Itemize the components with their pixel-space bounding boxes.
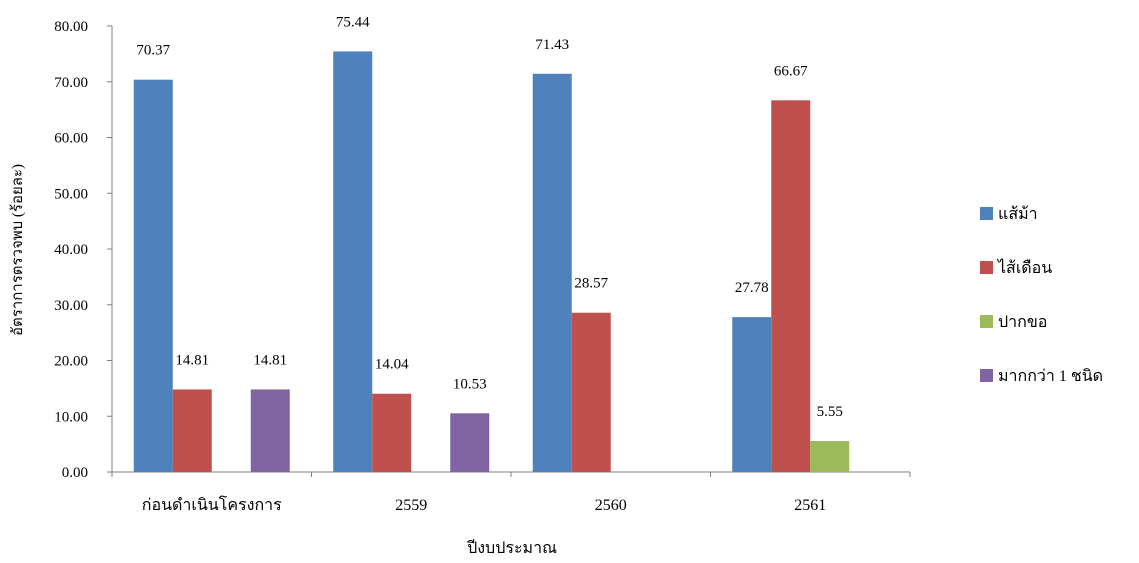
bars (133, 51, 850, 473)
y-tick-label: 10.00 (54, 409, 88, 425)
y-tick-label: 80.00 (54, 19, 88, 35)
y-tick-label: 0.00 (62, 465, 88, 481)
data-label: 71.43 (535, 37, 569, 53)
data-label: 75.44 (336, 14, 370, 30)
legend-swatch (980, 261, 993, 274)
bar (172, 389, 212, 472)
data-label: 27.78 (735, 280, 769, 296)
data-label: 66.67 (774, 63, 808, 79)
x-axis-title: ปีงบประมาณ (467, 539, 557, 557)
x-tick-label: 2560 (595, 497, 627, 514)
x-tick-label: 2561 (794, 497, 826, 514)
bar (771, 100, 811, 472)
legend-label: ไส้เดือน (996, 258, 1052, 277)
y-tick-label: 40.00 (54, 242, 88, 258)
x-tick-label: ก่อนดำเนินโครงการ (142, 495, 282, 514)
y-tick-label: 20.00 (54, 354, 88, 370)
legend-label: แส้ม้า (998, 205, 1038, 223)
data-label: 14.81 (175, 352, 209, 368)
bar (333, 51, 373, 473)
bar (732, 317, 772, 472)
bar (532, 73, 572, 473)
data-labels: 70.37 75.44 71.43 27.78 14.81 14.04 28.57 66.67… (136, 14, 843, 420)
axes: 0.00 10.00 20.00 30.00 40.00 50.00 60.00 70.00 8… (54, 19, 911, 514)
legend-swatch (980, 369, 993, 382)
data-label: 70.37 (136, 43, 170, 59)
bar (250, 389, 290, 472)
legend-swatch (980, 207, 993, 220)
bar (810, 441, 850, 472)
y-axis-title: อัตราการตรวจพบ (ร้อยละ) (9, 164, 26, 336)
data-label: 14.81 (253, 352, 287, 368)
data-label: 14.04 (375, 357, 409, 373)
legend-label: ปากขอ (998, 314, 1047, 331)
y-tick-label: 30.00 (54, 298, 88, 314)
y-tick-label: 60.00 (54, 131, 88, 147)
y-tick-label: 70.00 (54, 75, 88, 91)
legend-swatch (980, 315, 993, 328)
data-label: 5.55 (817, 404, 843, 420)
bar (133, 79, 173, 472)
bar (372, 393, 412, 472)
legend-label: มากกว่า 1 ชนิด (998, 368, 1103, 385)
data-label: 10.53 (453, 376, 487, 392)
bar (571, 312, 611, 472)
x-tick-label: 2559 (395, 497, 427, 514)
bar (450, 413, 490, 472)
data-label: 28.57 (574, 276, 608, 292)
y-tick-label: 50.00 (54, 186, 88, 202)
